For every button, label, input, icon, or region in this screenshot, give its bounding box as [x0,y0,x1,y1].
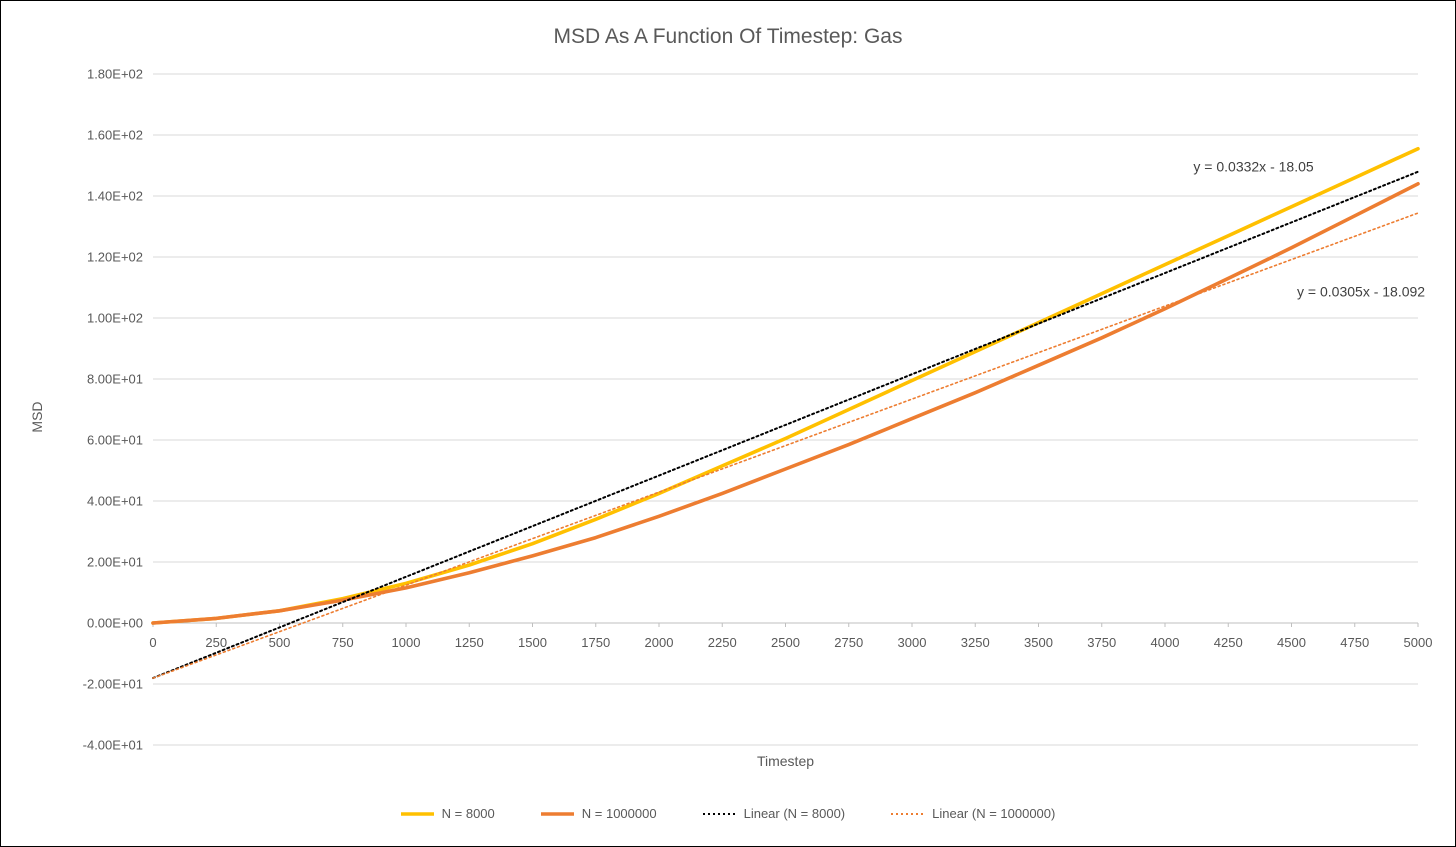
chart-title: MSD As A Function Of Timestep: Gas [553,25,903,48]
x-tick-label: 3500 [1024,635,1053,650]
legend-swatch-dotted-line [702,812,736,815]
x-tick-label: 500 [269,635,291,650]
x-axis-title: Timestep [756,753,815,769]
x-tick-label: 1500 [518,635,547,650]
legend-label: N = 8000 [441,806,495,821]
x-tick-label: 3250 [961,635,990,650]
legend-item: Linear (N = 8000) [702,806,846,821]
x-tick-label: 5000 [1404,635,1433,650]
legend-label: N = 1000000 [581,806,657,821]
legend-swatch-dotted-line [891,812,925,815]
y-tick-label: -4.00E+01 [83,738,143,753]
x-tick-label: 1750 [581,635,610,650]
legend-item: Linear (N = 1000000) [891,806,1055,821]
x-tick-label: 0 [149,635,156,650]
legend-swatch-solid-line [540,811,574,816]
trendline-linear-n-1000000- [152,212,1419,679]
y-tick-label: 6.00E+01 [87,433,143,448]
x-tick-label: 4250 [1214,635,1243,650]
y-tick-label: 1.00E+02 [87,311,143,326]
y-tick-label: 8.00E+01 [87,372,143,387]
x-tick-label: 3000 [898,635,927,650]
legend-label: Linear (N = 8000) [743,806,846,821]
y-tick-label: 1.40E+02 [87,189,143,204]
legend-swatch-solid-line [400,811,434,816]
series-line-n-1000000 [151,182,1420,625]
x-tick-label: 4500 [1277,635,1306,650]
x-tick-label: 2000 [645,635,674,650]
y-tick-label: 0.00E+00 [87,616,143,631]
y-tick-label: 1.80E+02 [87,67,143,82]
legend-label: Linear (N = 1000000) [932,806,1056,821]
series-line-n-8000 [151,146,1420,625]
legend-item: N = 1000000 [540,806,657,821]
legend: N = 8000 N = 1000000 Linear (N = 8000) Line… [1,806,1455,821]
x-tick-label: 1250 [455,635,484,650]
x-tick-label: 750 [332,635,354,650]
y-tick-label: 2.00E+01 [87,555,143,570]
y-tick-label: -2.00E+01 [83,677,143,692]
x-tick-label: 4000 [1151,635,1180,650]
x-tick-label: 2750 [834,635,863,650]
x-tick-label: 250 [205,635,227,650]
y-tick-label: 1.60E+02 [87,128,143,143]
x-tick-label: 2250 [708,635,737,650]
x-tick-label: 3750 [1087,635,1116,650]
x-tick-label: 2500 [771,635,800,650]
legend-item: N = 8000 [400,806,495,821]
x-tick-label: 4750 [1340,635,1369,650]
trendline-equation: y = 0.0305x - 18.092 [1297,284,1425,300]
trendline-equation: y = 0.0332x - 18.05 [1193,159,1313,175]
trendline-linear-n-8000- [152,170,1419,680]
x-tick-label: 1000 [392,635,421,650]
y-tick-label: 4.00E+01 [87,494,143,509]
y-tick-label: 1.20E+02 [87,250,143,265]
